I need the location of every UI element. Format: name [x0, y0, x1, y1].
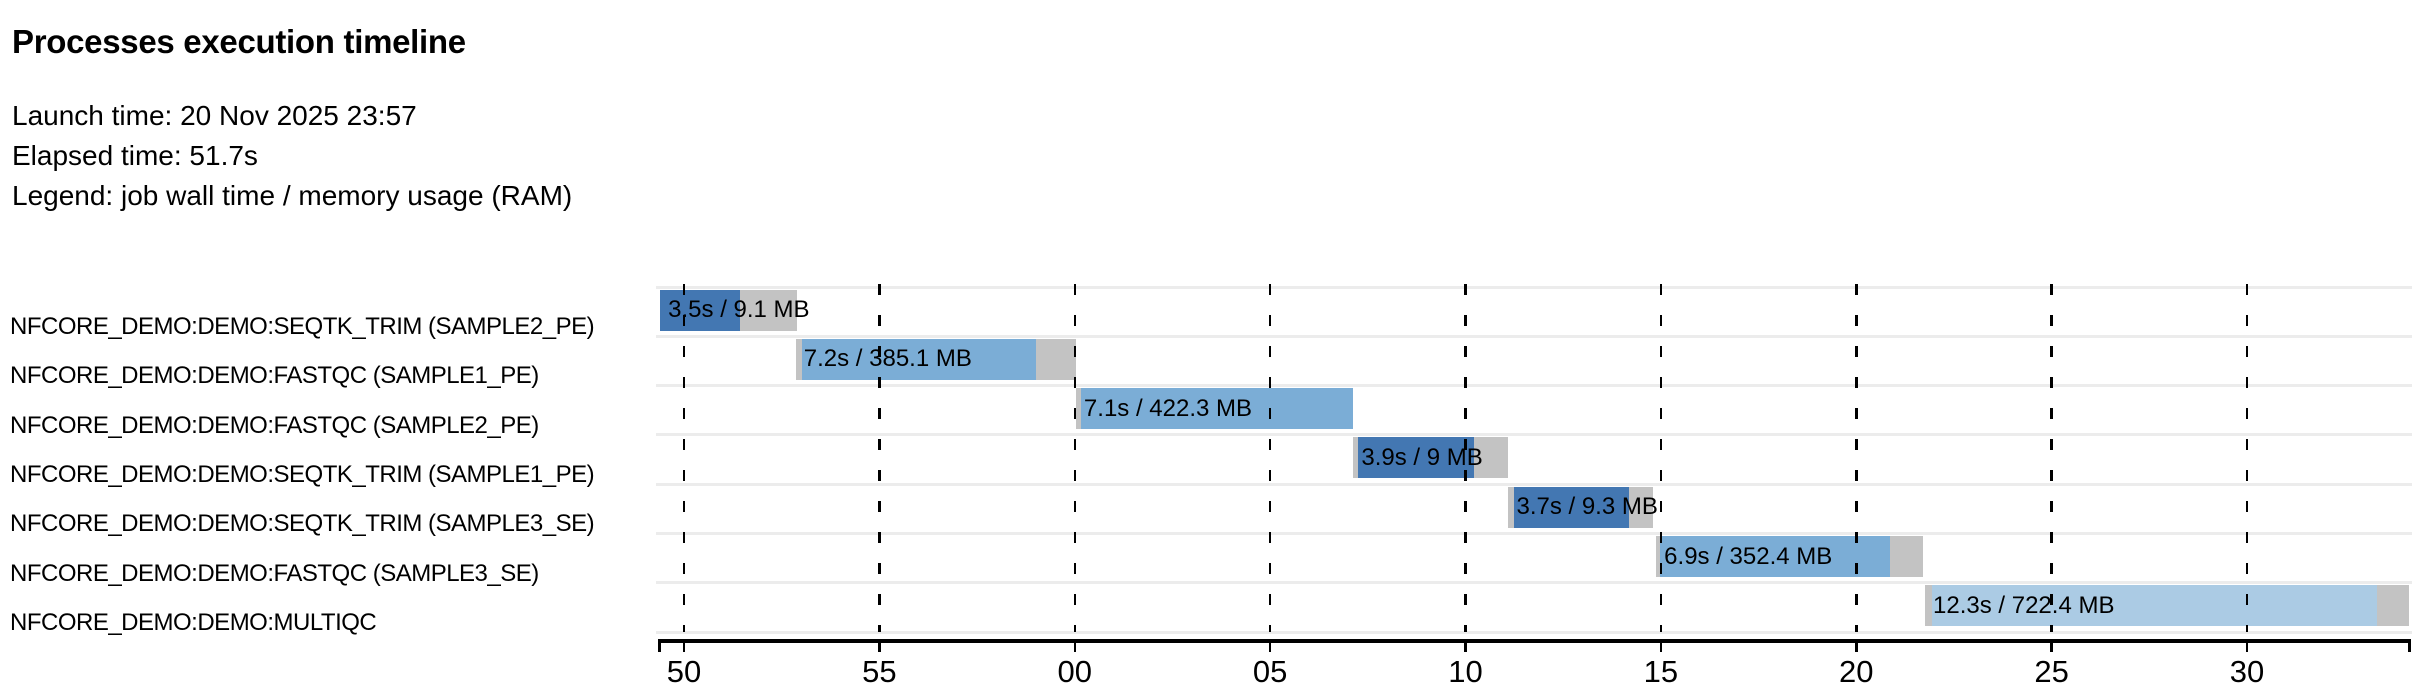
process-label: NFCORE_DEMO:DEMO:FASTQC (SAMPLE2_PE)	[10, 411, 539, 439]
axis-tick	[878, 639, 881, 652]
gridline	[1464, 284, 1467, 632]
bar-overhead-segment	[2376, 585, 2409, 627]
bar-value-label: 3.7s / 9.3 MB	[1516, 493, 1658, 521]
axis-tick-label: 25	[2034, 654, 2069, 689]
axis-tick	[682, 639, 686, 652]
process-label: NFCORE_DEMO:DEMO:FASTQC (SAMPLE3_SE)	[10, 559, 539, 587]
gridline	[682, 284, 686, 632]
x-axis-line	[658, 639, 2411, 643]
axis-tick-label: 15	[1643, 654, 1679, 689]
bar-value-label: 7.1s / 422.3 MB	[1083, 394, 1253, 422]
axis-tick-label: 50	[666, 654, 702, 689]
axis-endcap	[658, 639, 661, 652]
bar-run-segment	[1358, 437, 1475, 479]
bar-overhead-segment	[1656, 536, 1661, 577]
gridline	[2245, 284, 2249, 632]
bar-run-segment	[1513, 486, 1630, 528]
axis-tick	[2245, 639, 2249, 652]
bar-run-segment	[802, 338, 1036, 380]
bar-value-label: 3.9s / 9 MB	[1361, 443, 1483, 471]
axis-tick	[1659, 639, 1663, 652]
bar-run-segment	[1080, 388, 1354, 430]
bar-run-segment	[1932, 585, 2377, 627]
axis-tick	[1268, 639, 1272, 652]
bar-value-label: 12.3s / 722.4 MB	[1933, 591, 2115, 619]
bar-overhead-segment	[1925, 585, 1933, 627]
bar-overhead-segment	[1474, 437, 1509, 479]
bar-value-label: 6.9s / 352.4 MB	[1664, 542, 1833, 570]
launch-time-line: Launch time: 20 Nov 2025 23:57	[12, 100, 417, 131]
axis-endcap	[2407, 639, 2411, 652]
process-label: NFCORE_DEMO:DEMO:MULTIQC	[10, 608, 377, 636]
process-label: NFCORE_DEMO:DEMO:SEQTK_TRIM (SAMPLE3_SE)	[10, 510, 595, 538]
bar-overhead-segment	[1890, 536, 1924, 577]
gridline	[878, 284, 881, 632]
row-separator	[656, 532, 2412, 535]
process-label: NFCORE_DEMO:DEMO:SEQTK_TRIM (SAMPLE2_PE)	[10, 313, 595, 340]
bar-overhead-segment	[1508, 486, 1514, 528]
gridline	[1268, 284, 1272, 632]
axis-tick	[1073, 639, 1076, 652]
bar-overhead-segment	[1075, 388, 1081, 430]
bar-value-label: 3.5s / 9.1 MB	[668, 296, 810, 323]
row-separator	[656, 482, 2412, 486]
bar-overhead-segment	[739, 289, 797, 331]
gridline	[1073, 284, 1076, 632]
row-separator	[656, 433, 2412, 437]
axis-tick-label: 05	[1252, 654, 1288, 689]
axis-tick	[1464, 639, 1467, 652]
bar-overhead-segment	[1035, 338, 1076, 380]
bar-overhead-segment	[1629, 486, 1654, 528]
axis-tick-label: 20	[1839, 654, 1874, 689]
axis-tick-label: 30	[2229, 654, 2265, 689]
row-separator	[656, 285, 2412, 289]
bar-overhead-segment	[795, 338, 802, 380]
run-meta: Launch time: 20 Nov 2025 23:57 Elapsed t…	[12, 96, 572, 216]
row-separator	[656, 334, 2412, 338]
axis-tick-label: 10	[1448, 654, 1483, 689]
axis-tick-label: 00	[1057, 654, 1092, 689]
gridline	[1659, 284, 1663, 632]
process-label: NFCORE_DEMO:DEMO:FASTQC (SAMPLE1_PE)	[10, 362, 539, 390]
legend-line: Legend: job wall time / memory usage (RA…	[12, 180, 573, 211]
row-separator	[656, 384, 2412, 388]
page-title: Processes execution timeline	[12, 23, 466, 60]
bar-value-label: 7.2s / 385.1 MB	[803, 345, 972, 373]
row-separator	[656, 581, 2412, 585]
row-separator	[656, 630, 2412, 634]
process-label: NFCORE_DEMO:DEMO:SEQTK_TRIM (SAMPLE1_PE)	[10, 460, 595, 488]
bar-overhead-segment	[1353, 437, 1359, 479]
axis-tick-label: 55	[862, 654, 897, 689]
gridline	[2050, 284, 2053, 632]
gridline	[1855, 284, 1858, 632]
axis-tick	[2050, 639, 2053, 652]
bar-run-segment	[1660, 536, 1891, 577]
elapsed-time-line: Elapsed time: 51.7s	[12, 140, 258, 171]
bar-run-segment	[660, 289, 740, 331]
axis-tick	[1855, 639, 1858, 652]
